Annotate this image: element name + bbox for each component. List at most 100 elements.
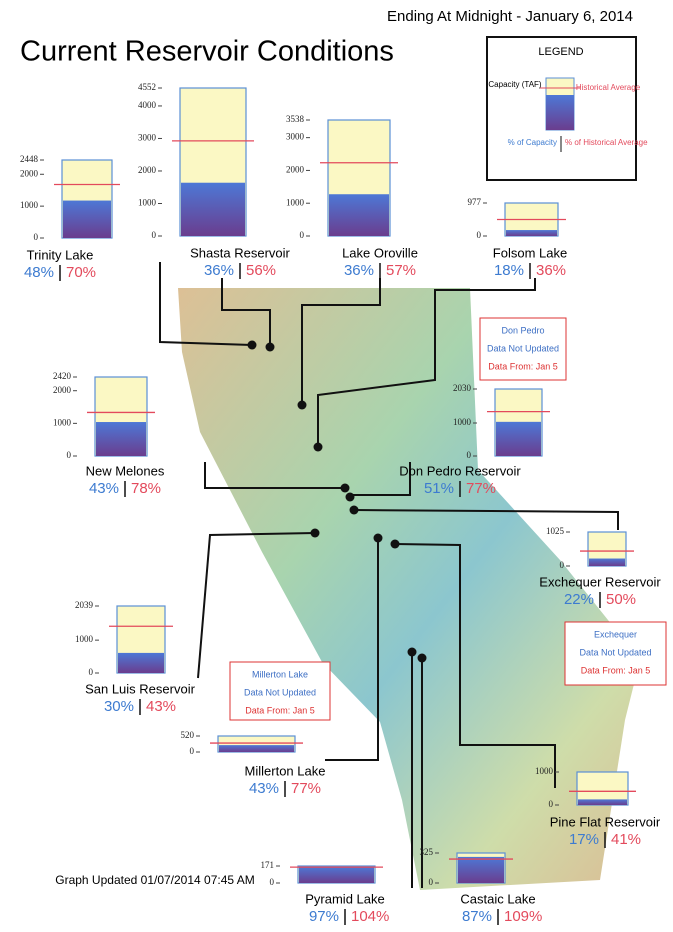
reservoir-name: Lake Oroville (342, 245, 418, 260)
storage-fill (589, 559, 625, 566)
storage-fill (458, 857, 504, 883)
y-tick-label: 4000 (138, 100, 157, 110)
legend-capacity: Capacity (TAF) (488, 80, 542, 89)
pct-historical: 41% (611, 831, 641, 848)
pct-capacity: 48% (24, 264, 54, 281)
note-text: Data Not Updated (579, 647, 651, 657)
y-tick-label: 0 (467, 450, 472, 460)
storage-fill (219, 745, 294, 752)
date: Ending At Midnight - January 6, 2014 (387, 8, 633, 25)
note-text: Exchequer (594, 629, 637, 639)
y-tick-label: 0 (67, 450, 72, 460)
reservoir-name: Don Pedro Reservoir (399, 463, 521, 478)
pct-capacity: 51% (424, 480, 454, 497)
y-tick-label: 3000 (138, 133, 157, 143)
storage-fill (496, 422, 541, 456)
storage-fill (63, 201, 111, 238)
pct-historical: 36% (536, 262, 566, 279)
y-tick-label: 1000 (286, 197, 305, 207)
legend-title: LEGEND (538, 46, 583, 58)
pct-capacity: 17% (569, 831, 599, 848)
y-tick-label: 1000 (138, 198, 157, 208)
y-tick-label: 2039 (75, 600, 94, 610)
legend: LEGEND Capacity (TAF) Historical Average… (487, 37, 648, 180)
note-text: Millerton Lake (252, 669, 308, 679)
storage-fill (181, 183, 245, 236)
storage-fill (506, 230, 557, 236)
pct-historical: 56% (246, 262, 276, 279)
note-text: Data From: Jan 5 (488, 361, 558, 371)
note-text: Don Pedro (501, 325, 544, 335)
y-tick-label: 0 (560, 560, 565, 570)
pct-historical: 77% (291, 780, 321, 797)
note-text: Data Not Updated (487, 343, 559, 353)
y-tick-label: 171 (261, 860, 275, 870)
pct-capacity: 87% (462, 908, 492, 925)
storage-fill (578, 799, 627, 805)
reservoir-name: Millerton Lake (245, 763, 326, 778)
y-tick-label: 2000 (138, 165, 157, 175)
storage-fill (329, 194, 389, 236)
y-tick-label: 1000 (53, 417, 72, 427)
y-tick-label: 0 (429, 877, 434, 887)
reservoir-name: Pyramid Lake (305, 891, 384, 906)
note-text: Data Not Updated (244, 687, 316, 697)
y-tick-label: 1000 (75, 634, 94, 644)
reservoir-name: San Luis Reservoir (85, 681, 195, 696)
y-tick-label: 0 (300, 230, 305, 240)
y-tick-label: 0 (477, 230, 482, 240)
y-tick-label: 1000 (535, 766, 554, 776)
y-tick-label: 2030 (453, 383, 472, 393)
y-tick-label: 2420 (53, 371, 72, 381)
y-tick-label: 325 (420, 847, 434, 857)
y-tick-label: 977 (468, 197, 482, 207)
y-tick-label: 3538 (286, 114, 305, 124)
storage-fill (118, 653, 164, 673)
title: Current Reservoir Conditions (20, 36, 394, 68)
pct-capacity: 43% (249, 780, 279, 797)
pct-historical: 77% (466, 480, 496, 497)
reservoir-name: Pine Flat Reservoir (550, 814, 661, 829)
y-tick-label: 520 (181, 730, 195, 740)
pct-historical: 104% (351, 908, 389, 925)
y-tick-label: 0 (152, 230, 157, 240)
note-text: Data From: Jan 5 (245, 705, 315, 715)
pct-capacity: 30% (104, 698, 134, 715)
y-tick-label: 0 (34, 232, 39, 242)
y-tick-label: 2000 (20, 168, 39, 178)
reservoir-name: New Melones (86, 463, 165, 478)
y-tick-label: 0 (270, 877, 275, 887)
reservoir-name: Exchequer Reservoir (539, 574, 661, 589)
reservoir-name: Trinity Lake (27, 247, 94, 262)
pct-historical: 43% (146, 698, 176, 715)
legend-historical: Historical Average (576, 83, 641, 92)
pct-historical: 57% (386, 262, 416, 279)
y-tick-label: 4552 (138, 82, 156, 92)
pct-historical: 78% (131, 480, 161, 497)
y-tick-label: 0 (89, 667, 94, 677)
storage-fill (299, 867, 374, 883)
pct-capacity: 18% (494, 262, 524, 279)
pct-capacity: 22% (564, 591, 594, 608)
y-tick-label: 1000 (20, 200, 39, 210)
reservoir-name: Castaic Lake (460, 891, 535, 906)
y-tick-label: 2448 (20, 154, 39, 164)
y-tick-label: 3000 (286, 132, 305, 142)
note-text: Data From: Jan 5 (581, 665, 651, 675)
y-tick-label: 1025 (546, 526, 565, 536)
footer: Graph Updated 01/07/2014 07:45 AM (55, 873, 254, 887)
legend-pct-historical: % of Historical Average (565, 138, 648, 147)
pct-capacity: 36% (204, 262, 234, 279)
y-tick-label: 2000 (286, 164, 305, 174)
infographic: Ending At Midnight - January 6, 2014 Cur… (0, 0, 673, 932)
storage-fill (96, 422, 146, 456)
pct-capacity: 43% (89, 480, 119, 497)
y-tick-label: 0 (190, 746, 195, 756)
pct-capacity: 97% (309, 908, 339, 925)
pct-capacity: 36% (344, 262, 374, 279)
reservoir-name: Folsom Lake (493, 245, 567, 260)
y-tick-label: 1000 (453, 417, 472, 427)
pct-historical: 70% (66, 264, 96, 281)
legend-fill (546, 95, 574, 130)
y-tick-label: 0 (549, 799, 554, 809)
